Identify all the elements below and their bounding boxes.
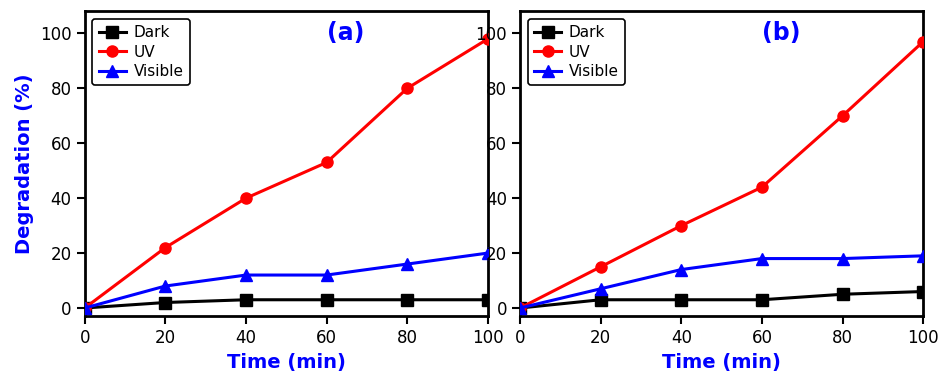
UV [79, 306, 90, 310]
Dark [482, 298, 494, 302]
Visible [595, 287, 607, 291]
Text: (b): (b) [762, 21, 801, 45]
Visible [756, 256, 768, 261]
UV [836, 114, 848, 118]
Dark [240, 298, 252, 302]
UV [160, 245, 171, 250]
Visible [836, 256, 848, 261]
Dark [79, 306, 90, 310]
Dark [836, 292, 848, 296]
UV [595, 264, 607, 269]
Visible [514, 306, 526, 310]
Visible [482, 251, 494, 255]
Visible [240, 273, 252, 277]
Dark [321, 298, 333, 302]
Dark [918, 289, 929, 294]
Visible [321, 273, 333, 277]
Dark [595, 298, 607, 302]
Line: Visible: Visible [514, 250, 929, 314]
Line: Dark: Dark [514, 286, 929, 314]
Y-axis label: Degradation (%): Degradation (%) [15, 74, 35, 254]
Dark [514, 306, 526, 310]
Visible [401, 262, 413, 266]
Legend: Dark, UV, Visible: Dark, UV, Visible [528, 19, 625, 85]
Text: (a): (a) [327, 21, 364, 45]
Dark [160, 300, 171, 305]
UV [401, 86, 413, 91]
Visible [160, 284, 171, 288]
UV [918, 39, 929, 44]
UV [240, 196, 252, 200]
UV [321, 160, 333, 165]
UV [482, 37, 494, 41]
Line: Visible: Visible [79, 248, 494, 314]
Line: UV: UV [79, 33, 494, 314]
X-axis label: Time (min): Time (min) [227, 353, 346, 372]
Dark [675, 298, 687, 302]
UV [514, 306, 526, 310]
Visible [918, 253, 929, 258]
Visible [675, 267, 687, 272]
Legend: Dark, UV, Visible: Dark, UV, Visible [92, 19, 189, 85]
Line: UV: UV [514, 36, 929, 314]
Dark [756, 298, 768, 302]
UV [675, 223, 687, 228]
Dark [401, 298, 413, 302]
Line: Dark: Dark [79, 294, 494, 314]
Visible [79, 306, 90, 310]
UV [756, 185, 768, 189]
X-axis label: Time (min): Time (min) [662, 353, 781, 372]
